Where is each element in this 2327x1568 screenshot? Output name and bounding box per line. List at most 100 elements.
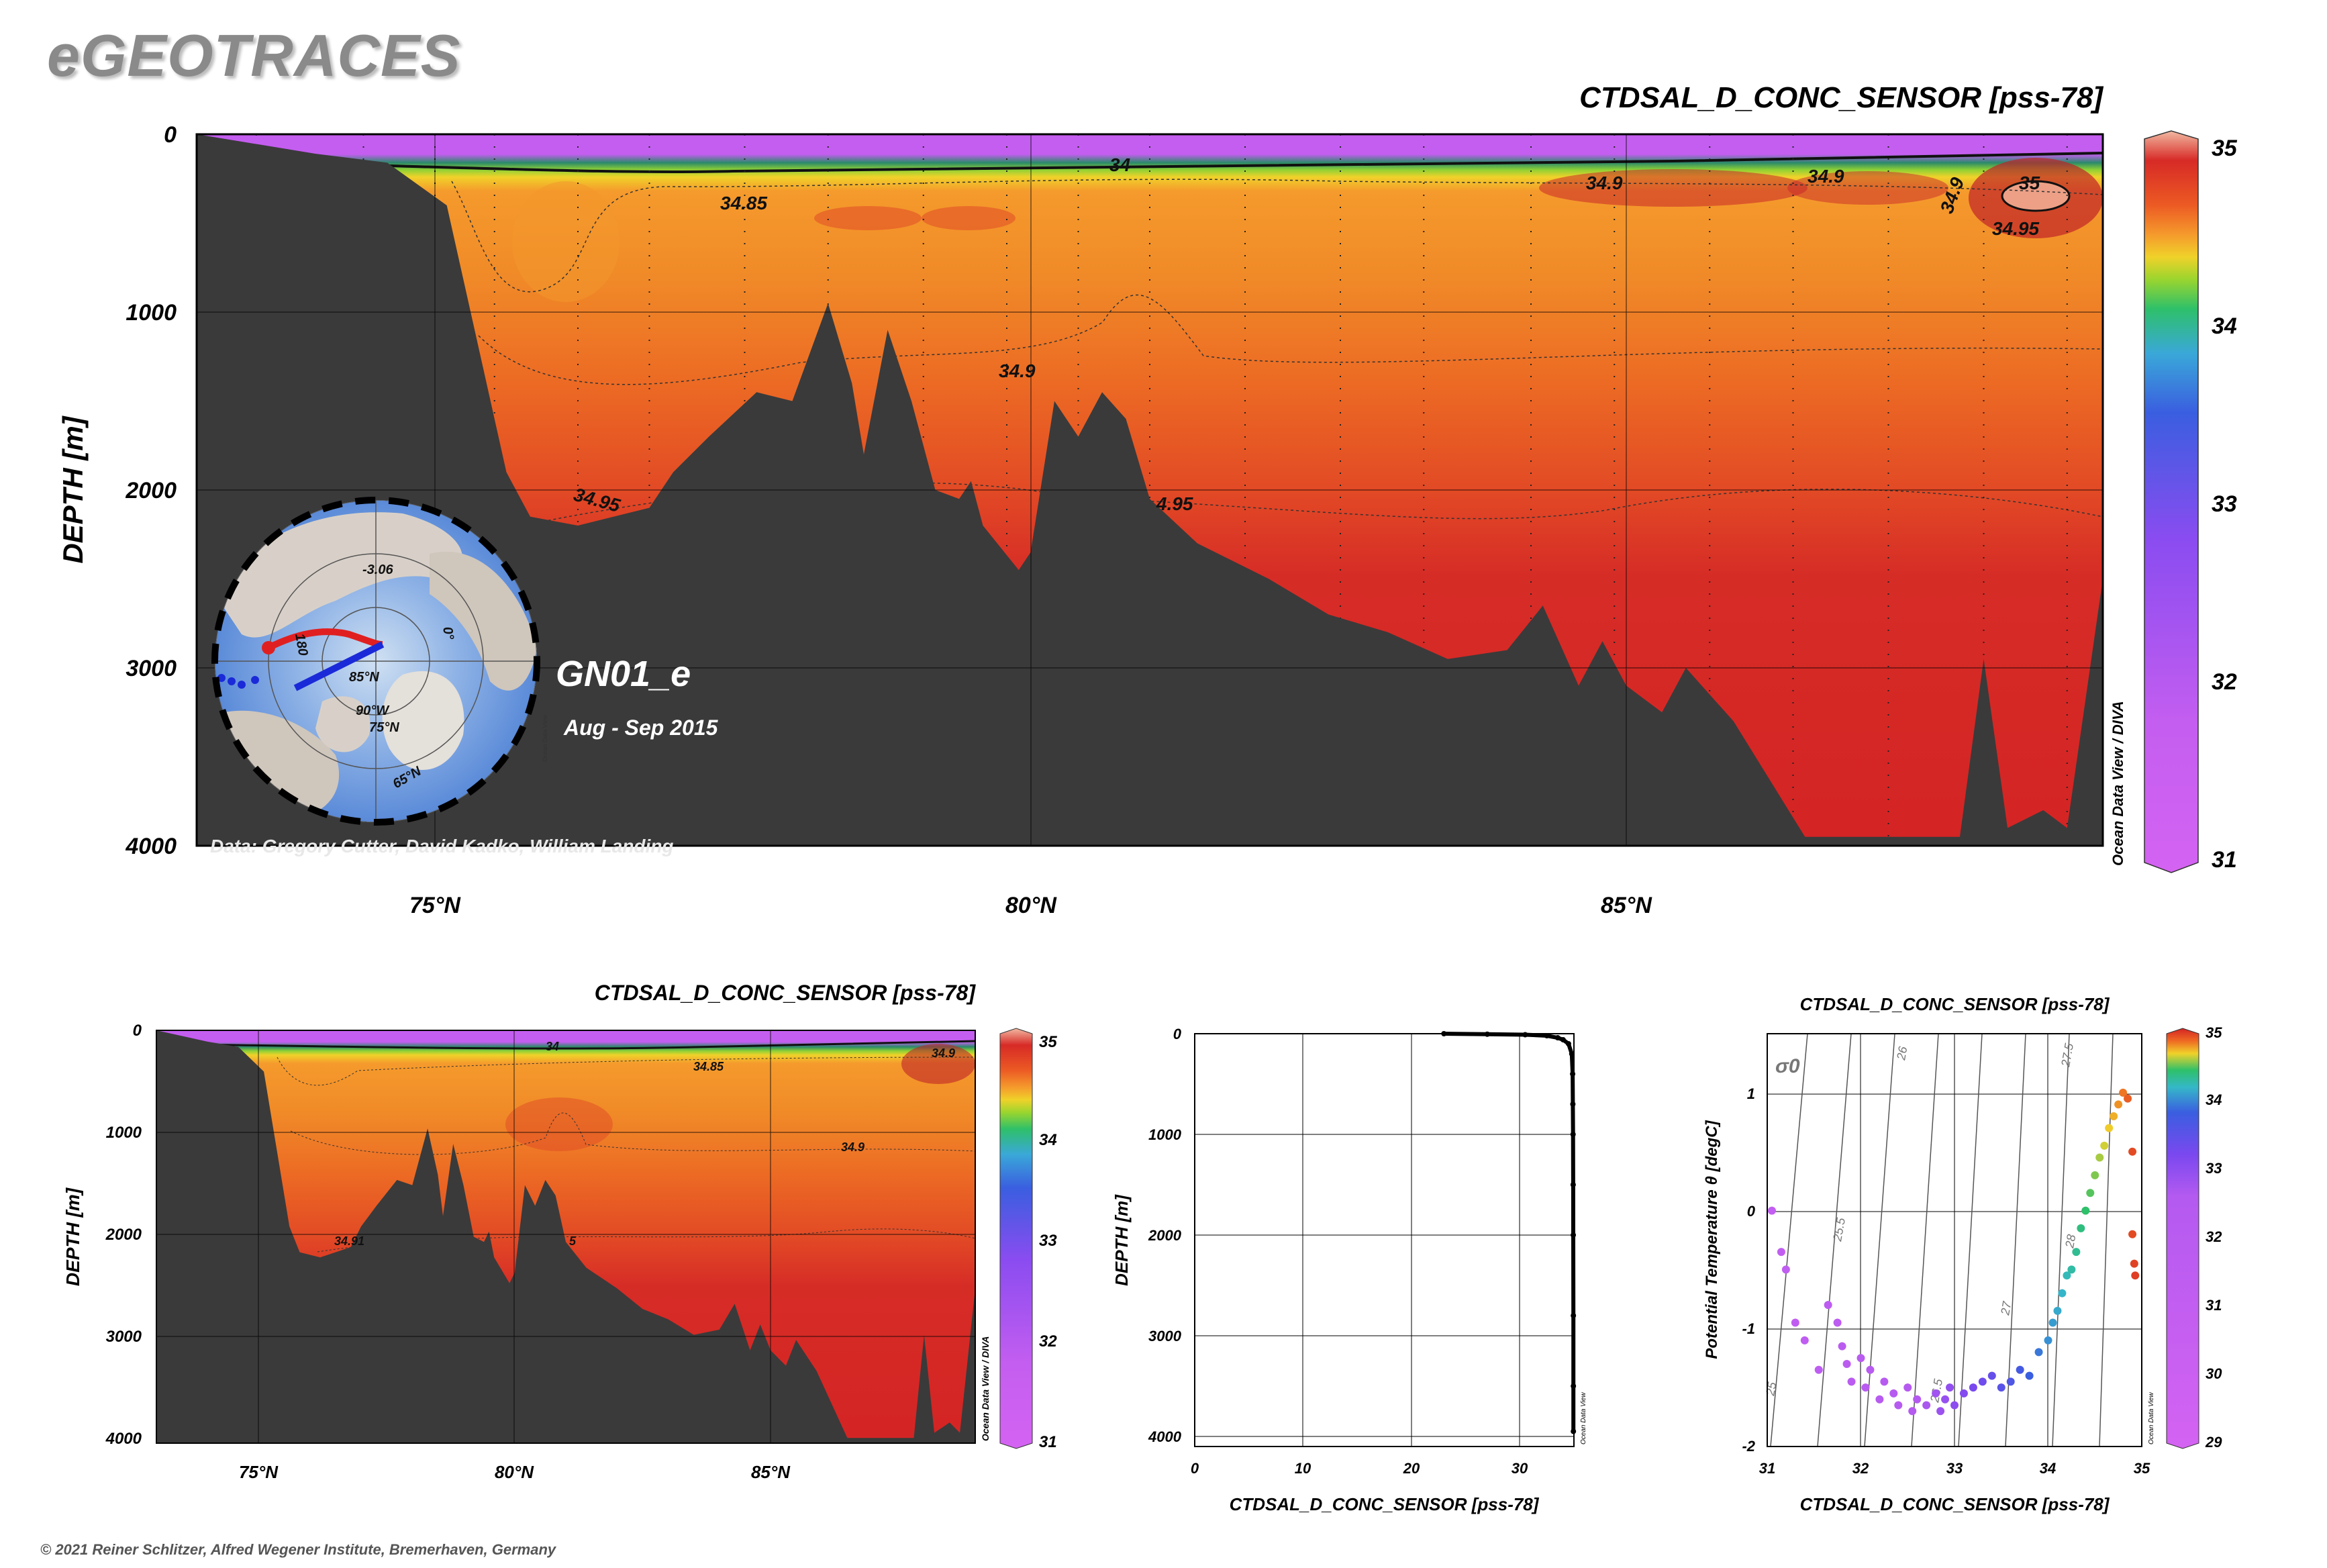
main-colorbar-tick: 32 xyxy=(2212,669,2237,695)
profile-y-tick: 4000 xyxy=(1148,1428,1182,1445)
ts-watermark: Ocean Data View xyxy=(2148,1392,2155,1444)
main-colorbar-tick: 33 xyxy=(2212,491,2237,517)
main-warm-core xyxy=(922,206,1016,230)
small-watermark: Ocean Data View / DIVA xyxy=(980,1336,991,1441)
ts-point xyxy=(1777,1248,1785,1257)
main-x-tick: 75°N xyxy=(409,893,461,918)
main-colorbar-tick: 35 xyxy=(2212,136,2238,161)
ts-point xyxy=(2053,1306,2062,1315)
ts-point xyxy=(2095,1153,2104,1162)
small-colorbar-tick: 35 xyxy=(1039,1033,1057,1051)
ts-point xyxy=(1791,1318,1799,1327)
ts-y-axis-label: Potential Temperature θ [degC] xyxy=(1703,1120,1721,1359)
ts-point xyxy=(1800,1336,1809,1344)
ts-point xyxy=(1880,1377,1889,1386)
ts-title: CTDSAL_D_CONC_SENSOR [pss-78] xyxy=(1800,994,2110,1014)
small-y-tick: 3000 xyxy=(106,1328,142,1346)
small-y-axis-label: DEPTH [m] xyxy=(62,1187,83,1286)
ts-point xyxy=(2128,1230,2137,1238)
ts-point xyxy=(1936,1407,1945,1416)
profile-watermark: Ocean Data View xyxy=(1580,1392,1587,1444)
small-plot-frame xyxy=(156,1030,976,1444)
small-bathymetry xyxy=(156,1030,975,1443)
main-contour-34-85 xyxy=(451,179,2103,293)
ts-point xyxy=(1959,1389,1968,1398)
map-land-greenland xyxy=(382,671,464,771)
ts-series xyxy=(1767,1088,2140,1416)
main-contour-label: 34.95 xyxy=(1992,218,2039,239)
profile-plot: 0 1000 2000 3000 4000 0 10 20 30 CTDSAL_… xyxy=(1111,1026,1587,1514)
ts-y-tick: -1 xyxy=(1742,1320,1755,1337)
ts-point xyxy=(1842,1360,1851,1368)
profile-x-tick: 30 xyxy=(1512,1460,1528,1477)
main-contour-label: 35 xyxy=(2019,173,2040,193)
ts-point xyxy=(2128,1147,2137,1156)
small-section-plot: 34 34.85 34.9 34.9 34.91 5 CTDSAL_D_CONC… xyxy=(62,981,991,1482)
ts-point xyxy=(2130,1259,2138,1268)
main-grid xyxy=(197,134,2103,846)
ts-point xyxy=(1856,1354,1865,1363)
ts-point xyxy=(2114,1100,2123,1109)
main-warm-core xyxy=(1787,171,1948,205)
small-contour-label: 34.9 xyxy=(932,1046,955,1060)
ts-isopycnal-label: 28 xyxy=(2063,1233,2078,1249)
map-label: -3.06 xyxy=(362,562,393,577)
main-colorbar-bar xyxy=(2144,130,2199,873)
main-colorbar-tick: 31 xyxy=(2212,847,2237,873)
copyright-notice: © 2021 Reiner Schlitzer, Alfred Wegener … xyxy=(40,1541,556,1558)
small-contour-34 xyxy=(156,1040,975,1050)
ts-point xyxy=(2124,1094,2132,1103)
main-contour-34-9 xyxy=(478,294,2103,385)
main-colorbar: 31 32 33 34 35 xyxy=(2144,130,2238,873)
profile-y-tick: 2000 xyxy=(1148,1227,1182,1244)
ts-point xyxy=(1814,1365,1823,1374)
small-title: CTDSAL_D_CONC_SENSOR [pss-78] xyxy=(595,981,977,1005)
ts-sigma-label: σ0 xyxy=(1775,1055,1800,1077)
ts-point xyxy=(2006,1377,2015,1386)
ts-point xyxy=(1950,1401,1959,1410)
main-contour-label: 34.9 xyxy=(999,360,1036,381)
ts-point xyxy=(2100,1141,2109,1150)
main-contour-label: 34.85 xyxy=(720,193,767,213)
small-contour-label: 34.85 xyxy=(693,1060,724,1073)
ts-point xyxy=(2131,1271,2140,1280)
main-watermark: Ocean Data View / DIVA xyxy=(2110,701,2126,866)
ts-y-tick: 0 xyxy=(1747,1203,1756,1220)
ts-point xyxy=(1946,1383,1954,1392)
cruise-id: GN01_e xyxy=(556,654,691,694)
small-colorbar-tick: 31 xyxy=(1039,1433,1057,1451)
small-y-tick: 4000 xyxy=(105,1430,142,1448)
ts-frame xyxy=(1767,1033,2142,1447)
main-section-plot: 34 34.85 34.9 34.9 34.9 34.9 35 34.95 34… xyxy=(57,81,2126,918)
ts-point xyxy=(2119,1088,2128,1097)
ts-isopycnal-label: 27.5 xyxy=(2059,1042,2076,1069)
ts-colorbar-tick: 32 xyxy=(2206,1228,2222,1245)
map-watermark: Ocean Data View xyxy=(542,715,548,762)
main-colorbar-tick: 34 xyxy=(2212,313,2237,339)
ts-point xyxy=(2044,1336,2052,1344)
ts-point xyxy=(2016,1365,2024,1374)
ts-colorbar-tick: 30 xyxy=(2206,1365,2222,1382)
profile-y-tick: 3000 xyxy=(1148,1328,1182,1344)
main-warm-core xyxy=(1539,169,1808,207)
ts-x-axis-label: CTDSAL_D_CONC_SENSOR [pss-78] xyxy=(1800,1494,2110,1514)
ts-point xyxy=(1866,1365,1875,1374)
main-x-tick: 80°N xyxy=(1005,893,1057,918)
main-y-axis-label: DEPTH [m] xyxy=(57,415,89,563)
ts-x-tick: 33 xyxy=(1946,1460,1963,1477)
ts-colorbar-tick: 33 xyxy=(2206,1160,2222,1177)
ts-x-tick: 31 xyxy=(1759,1460,1775,1477)
small-y-tick: 0 xyxy=(133,1022,142,1040)
ts-x-tick: 34 xyxy=(2040,1460,2056,1477)
main-plot-frame xyxy=(195,133,2104,847)
small-x-tick: 75°N xyxy=(239,1462,279,1482)
brand-logo: eGEOTRACES xyxy=(47,22,461,89)
ts-y-tick: -2 xyxy=(1742,1438,1755,1455)
main-y-tick: 3000 xyxy=(126,656,177,681)
small-contour-label: 34.9 xyxy=(841,1140,864,1154)
main-data-credit: Data: Gregory Cutter, David Kadko, Willi… xyxy=(210,836,674,856)
small-contour-label: 34.91 xyxy=(334,1234,364,1248)
profile-x-axis-label: CTDSAL_D_CONC_SENSOR [pss-78] xyxy=(1230,1494,1540,1514)
main-x-tick: 85°N xyxy=(1601,893,1652,918)
